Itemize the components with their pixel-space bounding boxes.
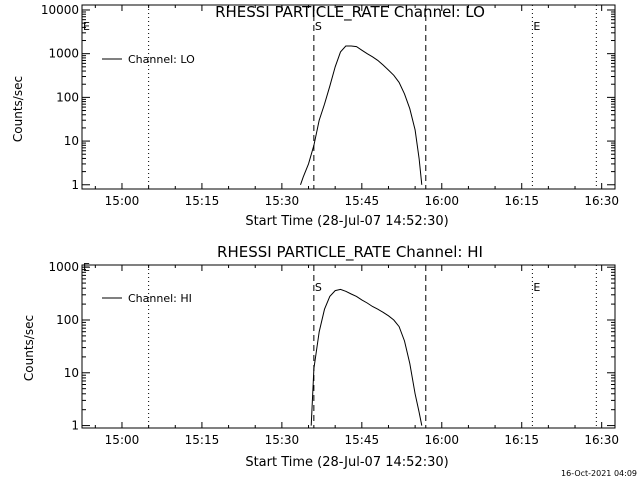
panel-hi-plot-frame bbox=[81, 264, 616, 429]
panel-lo-title: RHESSI PARTICLE_RATE Channel: LO bbox=[215, 3, 485, 22]
panel-lo-y-tick-label: 1000 bbox=[48, 47, 79, 61]
panel-hi-x-tick-label: 15:00 bbox=[105, 433, 140, 447]
panel-hi-event-marker-label: E bbox=[533, 281, 540, 294]
panel-lo-x-tick-label: 15:30 bbox=[265, 194, 300, 208]
panel-lo-event-marker-label: S bbox=[315, 20, 322, 33]
panel-hi-y-tick-label: 1000 bbox=[48, 260, 79, 274]
panel-lo-x-tick-label: 16:00 bbox=[424, 194, 459, 208]
panel-lo-y-tick-label: 10 bbox=[64, 134, 79, 148]
panel-hi-x-tick-label: 16:00 bbox=[424, 433, 459, 447]
panel-hi-x-tick-label: 15:45 bbox=[345, 433, 380, 447]
panel-hi-event-marker-label: S bbox=[315, 281, 322, 294]
panel-hi-x-tick-label: 16:15 bbox=[504, 433, 539, 447]
panel-hi-x-axis-label: Start Time (28-Jul-07 14:52:30) bbox=[245, 455, 448, 470]
panel-lo-x-axis-label: Start Time (28-Jul-07 14:52:30) bbox=[245, 214, 448, 229]
panel-hi-y-tick-label: 10 bbox=[64, 366, 79, 380]
panel-lo-legend-label: Channel: LO bbox=[128, 53, 195, 66]
panel-lo-x-tick-label: 15:00 bbox=[105, 194, 140, 208]
panel-hi-title: RHESSI PARTICLE_RATE Channel: HI bbox=[217, 243, 483, 262]
panel-lo-corner-label: E bbox=[83, 20, 90, 33]
panel-hi-x-tick-label: 15:30 bbox=[265, 433, 300, 447]
panel-lo-y-tick-label: 10000 bbox=[41, 3, 79, 17]
footer-timestamp: 16-Oct-2021 04:09 bbox=[561, 469, 637, 478]
panel-hi-legend-label: Channel: HI bbox=[128, 292, 192, 305]
panel-hi-y-axis-label: Counts/sec bbox=[22, 315, 36, 381]
panel-lo-y-axis-label: Counts/sec bbox=[11, 76, 25, 142]
panel-hi-x-tick-label: 15:15 bbox=[185, 433, 220, 447]
panel-hi-plot: 15:00 15:15 15:30 15:45 16:00 16:15 16:30 1 10 10… bbox=[48, 260, 619, 447]
panel-lo-event-marker-label: E bbox=[533, 20, 540, 33]
panel-hi-y-tick-label: 100 bbox=[56, 313, 79, 327]
panel-lo-series-line bbox=[300, 45, 423, 185]
panel-lo-x-tick-label: 15:15 bbox=[185, 194, 220, 208]
panel-lo-y-tick-label: 100 bbox=[56, 90, 79, 104]
panel-lo-y-tick-label: 1 bbox=[71, 178, 79, 192]
panel-lo-x-tick-label: 16:15 bbox=[504, 194, 539, 208]
panel-lo-x-tick-label: 15:45 bbox=[345, 194, 380, 208]
panel-hi-series-line bbox=[310, 288, 423, 426]
panel-lo-plot: 15:00 15:15 15:30 15:45 16:00 16:15 16:30 1 10 10… bbox=[41, 3, 619, 208]
panel-hi-y-tick-label: 1 bbox=[71, 419, 79, 433]
panel-hi-x-tick-label: 16:30 bbox=[584, 433, 619, 447]
panel-lo-x-tick-label: 16:30 bbox=[584, 194, 619, 208]
